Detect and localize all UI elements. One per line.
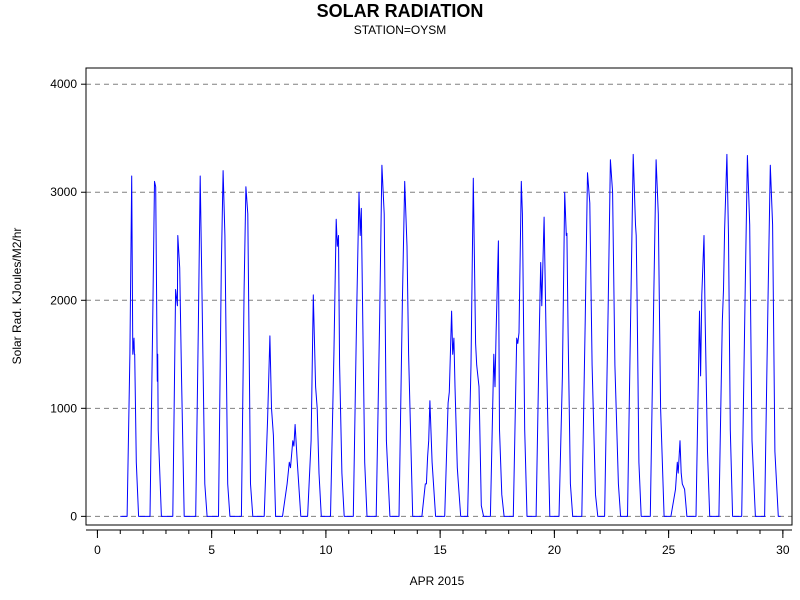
x-tick-label: 0 [94,543,101,557]
x-tick-label: 25 [662,543,676,557]
y-tick-label: 3000 [50,185,77,199]
grid-lines [86,83,792,517]
plot-frame [85,67,793,526]
y-axis-label: Solar Rad. KJoules/M2/hr [10,228,24,365]
x-tick-label: 10 [319,543,333,557]
y-tick-label: 1000 [50,401,77,415]
series-line [120,153,781,517]
series-group [120,153,781,517]
y-tick-label: 0 [70,509,77,523]
chart-title: SOLAR RADIATION [316,1,484,21]
x-tick-label: 15 [433,543,447,557]
chart-subtitle: STATION=OYSM [353,23,447,37]
y-tick-label: 4000 [50,77,77,91]
y-axis: 0 1000 2000 3000 4000 [50,77,86,523]
x-axis-label: APR 2015 [410,574,465,588]
x-tick-label: 20 [548,543,562,557]
y-tick-label: 2000 [50,293,77,307]
x-tick-label: 30 [776,543,790,557]
x-tick-label: 5 [208,543,215,557]
x-axis: 0 5 10 15 20 25 30 [86,529,792,557]
